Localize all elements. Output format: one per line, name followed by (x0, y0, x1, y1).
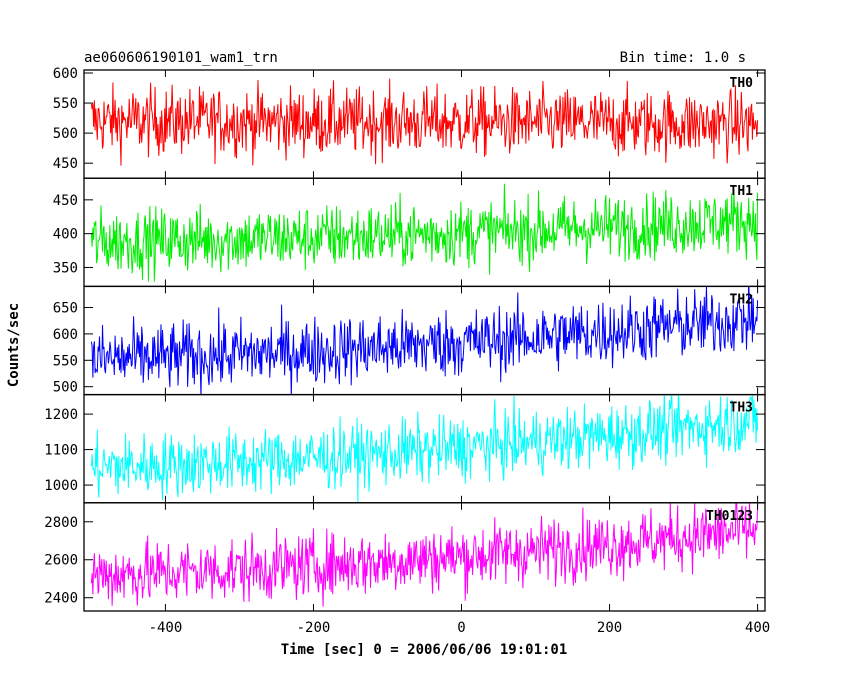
y-tick-label: 500 (53, 126, 78, 142)
y-tick-label: 450 (53, 193, 78, 209)
panel-label: TH0123 (706, 509, 753, 524)
panel-th1: 350 400 450 TH1 (53, 177, 766, 288)
y-tick-label: 1000 (44, 478, 78, 494)
panel-th3: 1000 1100 1200 TH3 (44, 393, 766, 504)
y-tick-label: 350 (53, 260, 78, 276)
x-tick-label: 0 (457, 620, 465, 636)
y-tick-label: 1100 (44, 443, 78, 459)
y-tick-label: 500 (53, 380, 78, 396)
y-tick-label: 400 (53, 227, 78, 243)
y-tick-label: 1200 (44, 407, 78, 423)
panel-label: TH2 (730, 292, 753, 307)
x-tick-label: -400 (149, 620, 183, 636)
series-line-th1 (90, 183, 759, 282)
y-tick-label: 550 (53, 96, 78, 112)
x-axis-ticks: -400 -200 0 200 400 (149, 620, 771, 636)
x-tick-label: -200 (297, 620, 331, 636)
chart-title-left: ae060606190101_wam1_trn (84, 50, 278, 66)
panels-group: 450 500 550 600 TH0 350 400 450 TH1 500 550 600 650 T… (44, 66, 766, 612)
y-tick-label: 2800 (44, 515, 78, 531)
y-axis-title: Counts/sec (6, 303, 22, 387)
panel-label: TH3 (730, 401, 753, 416)
panel-th2: 500 550 600 650 TH2 (53, 285, 766, 396)
series-line-th2 (90, 286, 759, 395)
chart-title-right: Bin time: 1.0 s (620, 50, 746, 66)
panel-frame (83, 502, 766, 612)
x-axis-title: Time [sec] 0 = 2006/06/06 19:01:01 (281, 642, 568, 658)
series-line-th0123 (90, 502, 759, 607)
panel-th0: 450 500 550 600 TH0 (53, 66, 766, 179)
x-tick-label: 200 (597, 620, 622, 636)
y-tick-label: 450 (53, 156, 78, 172)
y-tick-label: 2400 (44, 591, 78, 607)
y-tick-label: 2600 (44, 553, 78, 569)
panel-label: TH1 (730, 184, 754, 199)
panel-th0123: 2400 2600 2800 TH0123 (44, 502, 766, 612)
y-tick-label: 650 (53, 301, 78, 317)
series-line-th0 (90, 78, 759, 166)
y-tick-label: 600 (53, 66, 78, 82)
panel-label: TH0 (730, 76, 754, 91)
y-tick-label: 550 (53, 353, 78, 369)
x-tick-label: 400 (745, 620, 770, 636)
y-tick-label: 600 (53, 327, 78, 343)
series-line-th3 (90, 394, 759, 503)
